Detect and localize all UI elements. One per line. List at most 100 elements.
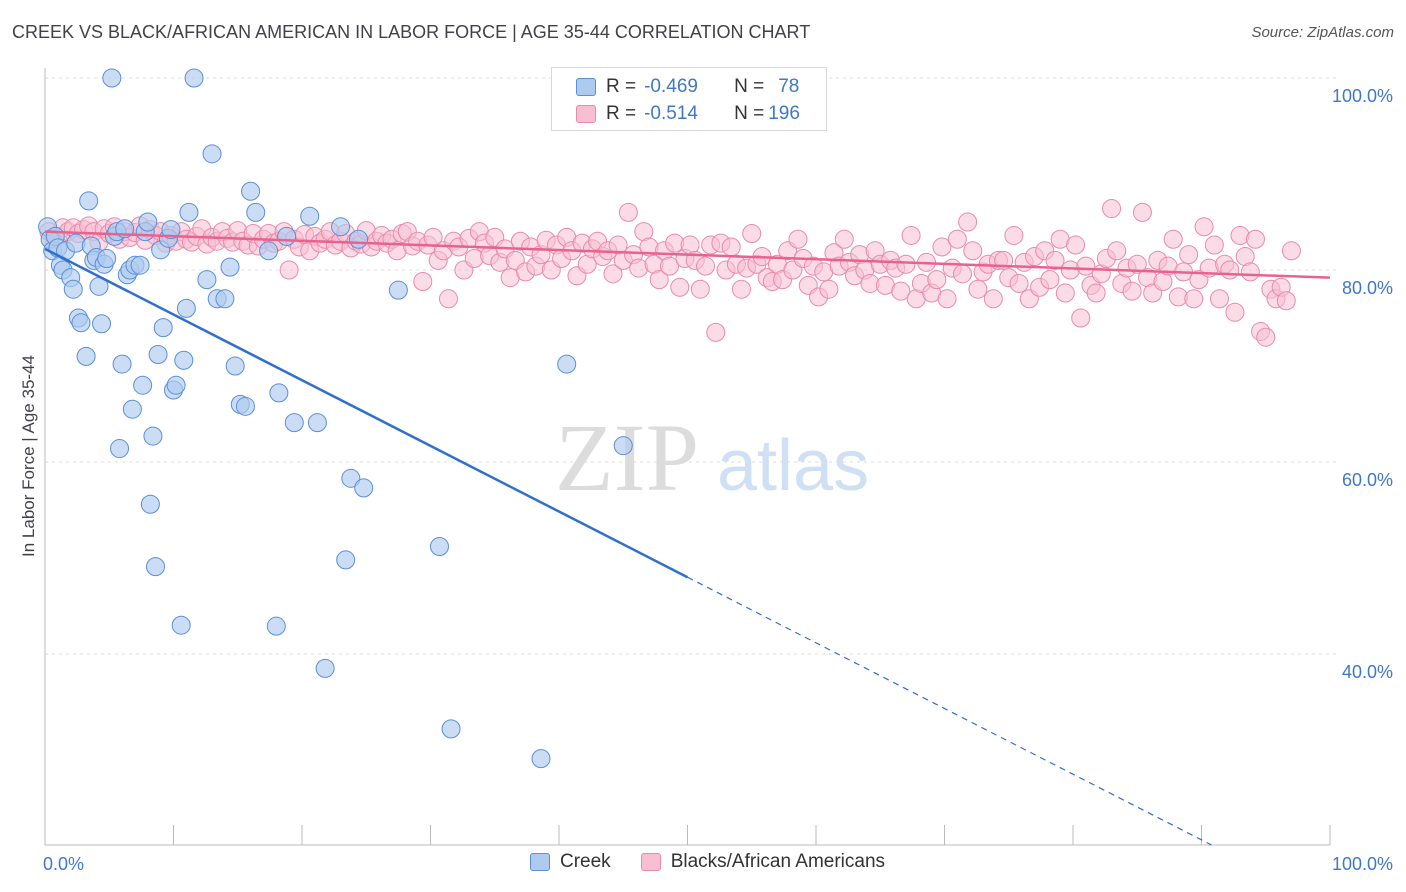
- black-point: [958, 212, 978, 232]
- black-point: [731, 279, 751, 299]
- creek-point: [174, 350, 194, 370]
- black-point: [413, 272, 433, 292]
- creek-point: [215, 289, 235, 309]
- creek-point: [92, 314, 112, 334]
- watermark: ZIP atlas: [555, 404, 869, 511]
- x-tick-labels: 0.0% 100.0%: [43, 854, 1393, 874]
- black-point: [1009, 273, 1029, 293]
- creek-point: [429, 536, 449, 556]
- creek-point: [341, 468, 361, 488]
- black-point: [1194, 217, 1214, 237]
- black-point: [1281, 241, 1301, 261]
- black-point: [1204, 235, 1224, 255]
- black-point: [660, 256, 680, 276]
- legend-row-black: R = -0.514 N = 196: [552, 100, 800, 128]
- x-tick-label: 0.0%: [43, 854, 84, 874]
- black-point: [1163, 229, 1183, 249]
- black-point: [1225, 302, 1245, 322]
- creek-point: [349, 229, 369, 249]
- creek-point: [241, 181, 261, 201]
- creek-point: [197, 270, 217, 290]
- black-point: [932, 237, 952, 257]
- black-point: [1040, 270, 1060, 290]
- creek-point: [269, 383, 289, 403]
- creek-point: [112, 354, 132, 374]
- black-point: [1071, 308, 1091, 328]
- black-point: [618, 202, 638, 222]
- black-point: [1107, 241, 1127, 261]
- black-point: [742, 224, 762, 244]
- creek-point: [122, 399, 142, 419]
- black-point: [1066, 235, 1086, 255]
- bottom-legend-swatch-creek: [530, 853, 550, 871]
- black-point: [1122, 281, 1142, 301]
- creek-point: [140, 494, 160, 514]
- legend-swatch-black: [576, 105, 596, 123]
- y-tick-label: 60.0%: [1342, 470, 1393, 490]
- creek-point: [225, 356, 245, 376]
- bottom-legend-swatch-black: [640, 853, 661, 871]
- black-point: [1256, 327, 1276, 347]
- black-point: [1132, 202, 1152, 222]
- creek-point: [202, 144, 222, 164]
- creek-point: [143, 426, 163, 446]
- y-axis-title: In Labor Force | Age 35-44: [19, 355, 38, 557]
- creek-point: [130, 255, 150, 275]
- legend-n-value: 78: [778, 76, 800, 97]
- creek-point: [613, 436, 633, 456]
- black-point: [952, 264, 972, 284]
- black-point: [963, 241, 983, 261]
- black-point: [1276, 291, 1296, 311]
- black-point: [670, 277, 690, 297]
- creek-point: [259, 241, 279, 261]
- black-point: [968, 279, 988, 299]
- legend-n-value: 196: [768, 103, 800, 124]
- black-point: [1220, 260, 1240, 280]
- creek-point: [388, 280, 408, 300]
- creek-point: [97, 248, 117, 268]
- y-tick-label: 100.0%: [1332, 86, 1393, 106]
- creek-point: [79, 191, 99, 211]
- black-point: [464, 248, 484, 268]
- creek-point: [110, 439, 130, 459]
- creek-point: [66, 233, 86, 253]
- bottom-legend-black: Blacks/African Americans: [670, 851, 886, 872]
- legend-n-label: N =: [734, 76, 765, 97]
- bottom-legend-creek: Creek: [560, 851, 611, 872]
- black-point: [438, 289, 458, 309]
- black-point: [891, 281, 911, 301]
- black-point: [1076, 256, 1096, 276]
- black-point: [1055, 283, 1075, 303]
- black-point: [901, 225, 921, 245]
- y-tick-label: 40.0%: [1342, 662, 1393, 682]
- black-point: [937, 289, 957, 309]
- black-point: [1102, 199, 1122, 219]
- watermark-zip: ZIP: [555, 404, 699, 511]
- black-point: [1209, 289, 1229, 309]
- creek-point: [71, 313, 91, 333]
- black-point: [983, 289, 1003, 309]
- creek-point: [184, 68, 204, 88]
- creek-point: [179, 202, 199, 222]
- series-creek-points: [38, 68, 633, 769]
- bottom-legend: Creek Blacks/African Americans: [530, 851, 885, 873]
- black-point: [690, 279, 710, 299]
- source-label: Source: ZipAtlas.com: [1251, 24, 1394, 41]
- creek-point: [246, 202, 266, 222]
- creek-point: [138, 212, 158, 232]
- trend-lines: [44, 230, 1331, 846]
- series-black-points: [39, 199, 1301, 347]
- creek-point: [63, 279, 83, 299]
- creek-point: [176, 298, 196, 318]
- y-tick-labels: 100.0% 80.0% 60.0% 40.0%: [1332, 86, 1393, 682]
- legend-r-label: R =: [606, 76, 637, 97]
- creek-point: [315, 658, 335, 678]
- creek-point: [331, 217, 351, 237]
- creek-point: [220, 257, 240, 277]
- black-point: [706, 322, 726, 342]
- black-trend-line: [44, 230, 1331, 279]
- legend-r-label: R =: [606, 103, 637, 124]
- black-point: [1127, 254, 1147, 274]
- black-point: [279, 260, 299, 280]
- creek-point: [161, 220, 181, 240]
